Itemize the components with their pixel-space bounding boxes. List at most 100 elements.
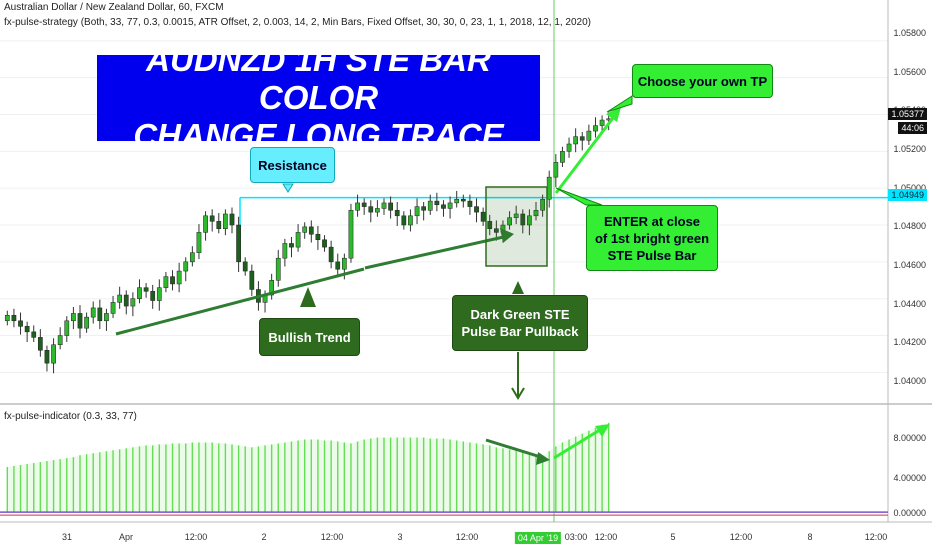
resistance-label: Resistance — [258, 157, 327, 173]
candle-body — [421, 206, 427, 211]
candle-body — [315, 233, 321, 241]
pullback-line-1: Dark Green STE — [470, 307, 570, 322]
candle-body — [599, 119, 605, 126]
enter-line-2: of 1st bright green — [594, 230, 710, 246]
candle-body — [223, 213, 228, 229]
candle-body — [44, 350, 50, 364]
symbol-header: Australian Dollar / New Zealand Dollar, … — [4, 2, 224, 13]
chart-title-banner: AUDNZD 1H STE BAR COLOR CHANGE LONG TRAC… — [97, 41, 540, 154]
indicator-rise-arrowhead — [595, 424, 610, 437]
candle-body — [156, 287, 162, 301]
pullback-arrowhead — [500, 228, 514, 243]
candle-body — [414, 206, 420, 217]
candle-body — [216, 221, 222, 229]
time-label: 12:00 — [320, 532, 344, 542]
countdown-tag: 44:06 — [898, 122, 927, 134]
candle-body — [447, 202, 453, 209]
price-tick: 1.04200 — [893, 337, 926, 347]
indicator-histogram — [0, 422, 888, 516]
trend-callout[interactable]: Bullish Trend — [259, 318, 360, 356]
time-label: 8 — [807, 532, 813, 542]
candle-body — [441, 204, 446, 209]
price-tick: 1.04800 — [893, 221, 926, 231]
indicator-tick: 8.00000 — [893, 433, 926, 443]
candle-body — [11, 315, 17, 322]
candle-body — [335, 261, 341, 270]
indicator-fill — [7, 422, 609, 513]
candle-body — [566, 143, 572, 152]
candle-body — [4, 315, 10, 322]
enter-line-3: STE Pulse Bar — [607, 247, 697, 263]
candle-body — [282, 243, 288, 259]
pullback-trend-line — [364, 234, 509, 270]
candle-body — [593, 125, 598, 132]
candle-body — [295, 232, 301, 248]
candle-body — [493, 228, 499, 233]
candle-body — [507, 217, 512, 226]
time-label: 12:00 — [455, 532, 479, 542]
candle-body — [427, 200, 433, 211]
candle-body — [229, 213, 235, 226]
candle-body — [110, 302, 116, 314]
time-label: 5 — [670, 532, 676, 542]
time-label: 12:00 — [594, 532, 618, 542]
candle-body — [401, 215, 407, 226]
resistance-pointer — [282, 183, 294, 193]
enter-callout[interactable]: ENTER at close of 1st bright green STE P… — [586, 205, 718, 271]
candle-body — [163, 276, 169, 288]
trend-pointer — [300, 287, 316, 307]
candle-body — [183, 261, 189, 272]
indicator-tick: 4.00000 — [893, 473, 926, 483]
candle-body — [31, 331, 37, 338]
candle-body — [18, 320, 23, 327]
candle-body — [209, 215, 215, 222]
bullish-trend-line[interactable] — [115, 267, 365, 336]
price-tick: 1.04400 — [893, 299, 926, 309]
time-label: 3 — [397, 532, 403, 542]
price-tick: 1.04000 — [893, 376, 926, 386]
candle-body — [57, 335, 63, 345]
candle-body — [275, 257, 281, 281]
last-price-tag: 1.05377 — [888, 108, 927, 120]
candle-body — [533, 210, 539, 217]
time-label: 12:00 — [864, 532, 888, 542]
candle-body — [513, 213, 519, 218]
pullback-box[interactable] — [485, 186, 548, 267]
candle-body — [527, 215, 532, 226]
time-label: Apr — [118, 532, 134, 542]
candle-body — [579, 136, 585, 141]
candle-body — [117, 294, 123, 303]
time-label-entry: 04 Apr '19 — [514, 532, 562, 544]
candle-body — [130, 298, 136, 307]
strategy-header: fx-pulse-strategy (Both, 33, 77, 0.3, 0.… — [4, 17, 592, 28]
candle-body — [361, 202, 367, 207]
candle-body — [487, 221, 493, 229]
candle-body — [37, 337, 43, 351]
time-label: 31 — [61, 532, 73, 542]
resistance-price-tag: 1.04949 — [888, 189, 927, 201]
indicator-pullback-arrowhead — [536, 452, 550, 465]
enter-pointer — [555, 187, 603, 206]
candle-body — [269, 280, 275, 296]
pullback-callout[interactable]: Dark Green STE Pulse Bar Pullback — [452, 295, 588, 351]
candle-body — [560, 151, 565, 163]
candle-body — [77, 313, 83, 329]
candle-body — [480, 211, 486, 222]
tp-pointer — [606, 95, 633, 113]
candle-body — [196, 232, 202, 253]
tp-arrow-line — [554, 113, 618, 194]
indicator-label: fx-pulse-indicator (0.3, 33, 77) — [4, 411, 137, 422]
candle-body — [381, 202, 387, 209]
down-arrow-head — [511, 387, 525, 400]
candle-body — [203, 215, 208, 233]
candle-body — [189, 252, 195, 263]
candle-body — [408, 215, 413, 226]
take-profit-callout[interactable]: Choose your own TP — [632, 64, 773, 98]
time-label: 12:00 — [184, 532, 208, 542]
take-profit-label: Choose your own TP — [637, 73, 768, 89]
pullback-pointer — [512, 281, 524, 294]
resistance-callout[interactable]: Resistance — [250, 147, 335, 183]
indicator-rise-line — [553, 426, 604, 460]
